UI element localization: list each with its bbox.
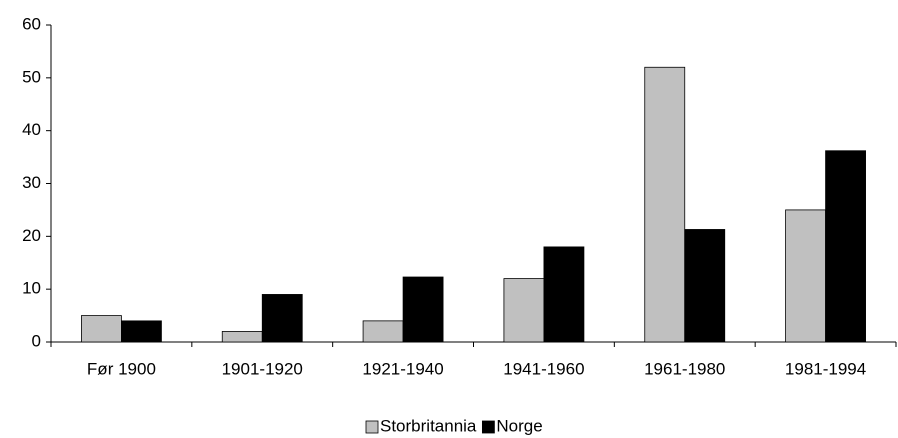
legend-label: Norge <box>496 416 542 435</box>
bar <box>221 331 263 343</box>
x-tick-label: 1961-1980 <box>644 359 725 378</box>
bar <box>825 150 866 343</box>
bar <box>121 320 162 343</box>
legend-swatch <box>481 420 495 434</box>
legend-swatch <box>365 420 379 434</box>
y-tick-label: 60 <box>22 14 41 33</box>
bar <box>81 315 122 343</box>
bar <box>402 276 444 343</box>
bar <box>644 66 686 343</box>
y-tick-label: 10 <box>22 279 41 298</box>
y-tick-label: 30 <box>22 173 41 192</box>
x-tick-label: Før 1900 <box>87 359 156 378</box>
x-tick-label: 1921-1940 <box>362 359 443 378</box>
y-tick-label: 50 <box>22 67 41 86</box>
bar <box>503 278 545 343</box>
bar <box>261 294 303 343</box>
bar <box>543 246 585 343</box>
legend: Storbritannia Norge <box>365 416 543 435</box>
x-tick-label: 1901-1920 <box>222 359 303 378</box>
y-tick-label: 40 <box>22 120 41 139</box>
x-tick-label: 1941-1960 <box>503 359 584 378</box>
legend-label: Storbritannia <box>380 416 477 435</box>
y-tick-label: 0 <box>32 331 41 350</box>
bar <box>362 320 404 343</box>
bar <box>684 229 726 343</box>
bar <box>785 209 826 343</box>
x-tick-label: 1981-1994 <box>785 359 866 378</box>
y-tick-label: 20 <box>22 226 41 245</box>
